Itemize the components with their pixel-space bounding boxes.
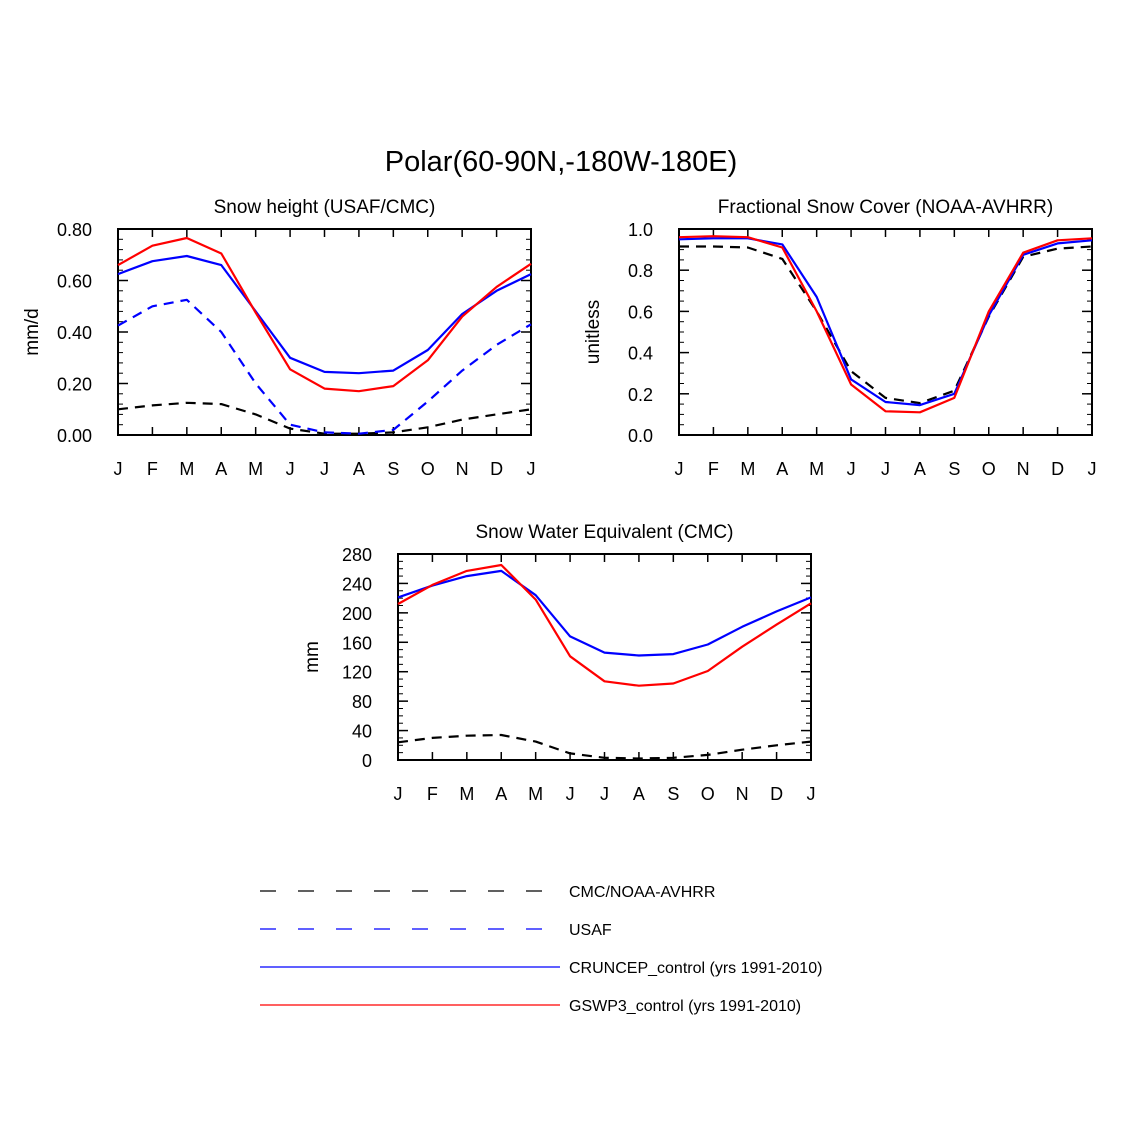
fractional-snow-cover-panel: Fractional Snow Cover (NOAA-AVHRR) J F M A M J… bbox=[583, 197, 1097, 479]
series-line-cruncep-control-yrs-1991-2010 bbox=[678, 237, 1093, 407]
snow-water-equivalent-panel: Snow Water Equivalent (CMC) J F M A M J J A S O N D J… bbox=[302, 522, 816, 804]
series-line-cmc-noaa-avhrr bbox=[397, 733, 812, 760]
y-tick-label: 0.6 bbox=[628, 302, 653, 322]
y-axis-label: mm bbox=[302, 641, 323, 673]
plot-frame bbox=[678, 228, 1093, 436]
y-tick-label: 0.00 bbox=[57, 426, 92, 446]
panel-title: Fractional Snow Cover (NOAA-AVHRR) bbox=[718, 197, 1053, 218]
x-tick-label: N bbox=[736, 784, 749, 804]
x-tick-label: A bbox=[776, 459, 788, 479]
x-tick-label: J bbox=[394, 784, 403, 804]
plot-frame bbox=[117, 228, 532, 436]
series-line-cmc-noaa-avhrr bbox=[117, 401, 532, 435]
y-axis-label: unitless bbox=[583, 300, 604, 364]
x-tick-label: J bbox=[320, 459, 329, 479]
x-tick-label: F bbox=[147, 459, 158, 479]
x-tick-label: N bbox=[1017, 459, 1030, 479]
y-axis-label: mm/d bbox=[22, 308, 43, 356]
x-tick-label: F bbox=[427, 784, 438, 804]
y-tick-label: 0.60 bbox=[57, 272, 92, 292]
y-tick-label: 40 bbox=[352, 722, 372, 742]
y-tick-label: 0.0 bbox=[628, 426, 653, 446]
y-tick-label: 0.2 bbox=[628, 385, 653, 405]
y-tick-label: 0.8 bbox=[628, 261, 653, 281]
x-tick-label: J bbox=[114, 459, 123, 479]
legend: CMC/NOAA-AVHRR USAF CRUNCEP_control (yrs 1… bbox=[260, 884, 822, 1015]
y-tick-label: 0 bbox=[362, 751, 372, 771]
legend-label: USAF bbox=[569, 922, 612, 939]
series-line-usaf bbox=[117, 298, 532, 435]
plot-frame bbox=[397, 553, 812, 761]
snow-height-panel: Snow height (USAF/CMC) J F M A M J J A S O N D J 0.00 0… bbox=[22, 197, 536, 479]
x-tick-label: A bbox=[215, 459, 227, 479]
x-tick-label: S bbox=[387, 459, 399, 479]
series-line-gswp3-control-yrs-1991-2010 bbox=[117, 236, 532, 393]
y-tick-label: 0.40 bbox=[57, 323, 92, 343]
x-tick-label: D bbox=[1051, 459, 1064, 479]
x-tick-label: J bbox=[600, 784, 609, 804]
x-tick-label: A bbox=[633, 784, 645, 804]
x-tick-label: S bbox=[948, 459, 960, 479]
series-line-cruncep-control-yrs-1991-2010 bbox=[397, 569, 812, 657]
x-tick-label: F bbox=[708, 459, 719, 479]
y-tick-label: 80 bbox=[352, 692, 372, 712]
x-tick-label: M bbox=[179, 459, 194, 479]
y-tick-label: 0.20 bbox=[57, 375, 92, 395]
figure-title: Polar(60-90N,-180W-180E) bbox=[385, 146, 737, 178]
x-tick-label: D bbox=[490, 459, 503, 479]
panel-title: Snow height (USAF/CMC) bbox=[214, 197, 436, 218]
x-tick-label: M bbox=[459, 784, 474, 804]
y-tick-label: 160 bbox=[342, 633, 372, 653]
y-tick-label: 0.80 bbox=[57, 220, 92, 240]
x-tick-label: N bbox=[456, 459, 469, 479]
x-tick-label: J bbox=[566, 784, 575, 804]
y-tick-label: 1.0 bbox=[628, 220, 653, 240]
x-tick-label: M bbox=[248, 459, 263, 479]
x-tick-label: M bbox=[809, 459, 824, 479]
x-tick-label: J bbox=[847, 459, 856, 479]
series-line-cruncep-control-yrs-1991-2010 bbox=[117, 254, 532, 375]
x-tick-label: S bbox=[667, 784, 679, 804]
x-tick-label: J bbox=[286, 459, 295, 479]
x-tick-label: J bbox=[527, 459, 536, 479]
y-tick-label: 280 bbox=[342, 545, 372, 565]
legend-label: CRUNCEP_control (yrs 1991-2010) bbox=[569, 960, 822, 977]
x-tick-label: O bbox=[701, 784, 715, 804]
y-tick-label: 200 bbox=[342, 604, 372, 624]
series-line-cmc-noaa-avhrr bbox=[679, 245, 1093, 405]
x-tick-label: O bbox=[982, 459, 996, 479]
series-line-gswp3-control-yrs-1991-2010 bbox=[397, 563, 812, 687]
x-tick-label: O bbox=[421, 459, 435, 479]
x-tick-label: A bbox=[353, 459, 365, 479]
legend-label: GSWP3_control (yrs 1991-2010) bbox=[569, 998, 801, 1015]
x-tick-label: J bbox=[1088, 459, 1097, 479]
x-tick-label: A bbox=[495, 784, 507, 804]
y-tick-label: 0.4 bbox=[628, 344, 653, 364]
x-tick-label: A bbox=[914, 459, 926, 479]
x-tick-label: J bbox=[881, 459, 890, 479]
series-line-gswp3-control-yrs-1991-2010 bbox=[678, 235, 1093, 414]
panel-title: Snow Water Equivalent (CMC) bbox=[476, 522, 734, 543]
x-tick-label: M bbox=[528, 784, 543, 804]
legend-label: CMC/NOAA-AVHRR bbox=[569, 884, 715, 901]
x-tick-label: J bbox=[807, 784, 816, 804]
x-tick-label: M bbox=[740, 459, 755, 479]
x-tick-label: J bbox=[675, 459, 684, 479]
x-tick-label: D bbox=[770, 784, 783, 804]
y-tick-label: 240 bbox=[342, 574, 372, 594]
y-tick-label: 120 bbox=[342, 663, 372, 683]
